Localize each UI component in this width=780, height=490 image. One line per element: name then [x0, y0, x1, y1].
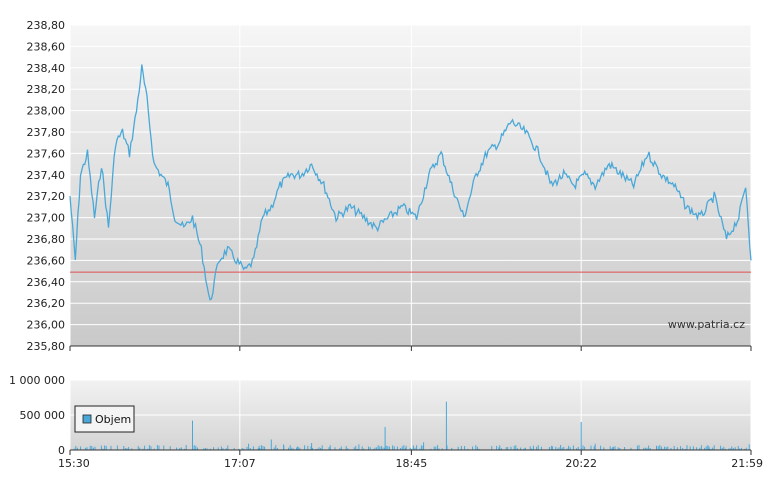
price-grid — [69, 24, 752, 347]
price-panel: 235,80 236,00 236,20 236,40 236,60 236,80 237,… — [27, 19, 752, 353]
price-series-line — [69, 64, 752, 301]
price-y-tick-label: 235,80 — [27, 340, 66, 353]
price-y-tick-label: 236,60 — [27, 254, 66, 267]
price-y-tick-label: 236,40 — [27, 276, 66, 289]
volume-legend: Objem — [74, 405, 135, 433]
legend-label: Objem — [95, 413, 131, 426]
price-y-tick-label: 236,80 — [27, 233, 66, 246]
volume-x-tick-labels: 15:30 17:07 18:45 20:22 21:59 — [58, 450, 763, 470]
price-y-tick-label: 236,20 — [27, 297, 66, 310]
volume-x-tick-label: 21:59 — [731, 457, 763, 470]
volume-x-tick-label: 17:07 — [224, 457, 256, 470]
price-y-tick-label: 238,40 — [27, 62, 66, 75]
volume-y-tick-label: 1 000 000 — [9, 374, 65, 387]
price-y-tick-label: 236,00 — [27, 319, 66, 332]
price-y-tick-label: 237,00 — [27, 212, 66, 225]
price-y-tick-label: 237,20 — [27, 190, 66, 203]
price-y-tick-labels: 235,80 236,00 236,20 236,40 236,60 236,80 237,… — [27, 19, 66, 353]
legend-swatch — [82, 414, 92, 424]
volume-y-tick-label: 500 000 — [20, 409, 66, 422]
volume-y-tick-label: 0 — [58, 444, 65, 457]
price-y-tick-label: 238,60 — [27, 40, 66, 53]
volume-x-tick-label: 18:45 — [396, 457, 428, 470]
price-y-tick-label: 238,80 — [27, 19, 66, 32]
volume-x-tick-label: 20:22 — [565, 457, 597, 470]
price-y-tick-label: 238,00 — [27, 105, 66, 118]
volume-panel: 0 500 000 1 000 000 15:30 17:07 18:45 20:22 21… — [9, 374, 763, 470]
price-y-tick-label: 238,20 — [27, 83, 66, 96]
volume-x-tick-label: 15:30 — [58, 457, 90, 470]
volume-y-tick-labels: 0 500 000 1 000 000 — [9, 374, 65, 457]
price-y-tick-label: 237,60 — [27, 147, 66, 160]
watermark: www.patria.cz — [668, 318, 745, 331]
price-y-tick-label: 237,80 — [27, 126, 66, 139]
price-plot-bg — [70, 25, 751, 346]
price-x-ticks — [69, 346, 752, 351]
price-y-tick-label: 237,40 — [27, 169, 66, 182]
